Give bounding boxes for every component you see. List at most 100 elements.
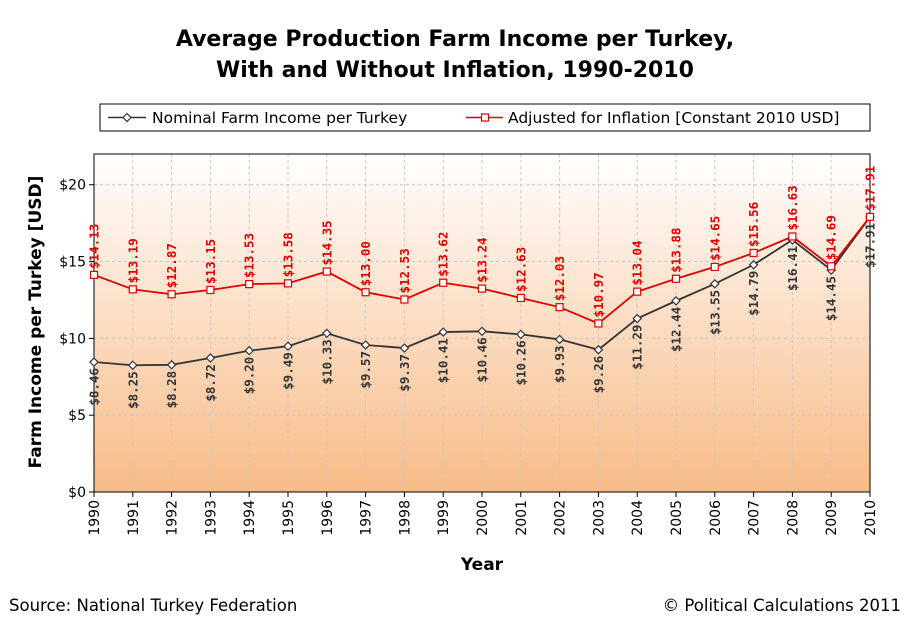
nominal-data-label: $17.91 — [863, 223, 878, 268]
nominal-data-label: $9.49 — [281, 352, 296, 390]
nominal-data-label: $8.72 — [203, 364, 218, 402]
y-tick-label: $10 — [59, 331, 86, 347]
legend-label-nominal: Nominal Farm Income per Turkey — [152, 109, 407, 127]
adjusted-data-label: $13.00 — [358, 241, 373, 286]
nominal-data-label: $8.46 — [87, 368, 102, 406]
nominal-data-label: $9.93 — [552, 345, 567, 383]
adjusted-data-label: $10.97 — [591, 272, 606, 317]
nominal-marker — [477, 326, 487, 337]
nominal-data-label: $10.33 — [319, 339, 334, 384]
square-marker-icon — [480, 113, 490, 122]
adjusted-marker — [865, 212, 875, 221]
x-axis-title: Year — [460, 555, 504, 575]
chart-title-line-2: With and Without Inflation, 1990-2010 — [216, 58, 694, 83]
adjusted-marker — [594, 319, 603, 328]
x-tick-label: 2004 — [630, 500, 646, 536]
adjusted-marker — [516, 293, 525, 303]
x-tick-label: 2001 — [514, 500, 530, 536]
nominal-data-label: $9.37 — [397, 354, 412, 392]
adjusted-marker — [128, 285, 137, 294]
x-tick-label: 1990 — [87, 500, 103, 536]
nominal-data-label: $11.29 — [630, 325, 645, 370]
adjusted-marker — [439, 278, 448, 287]
adjusted-data-label: $13.04 — [630, 241, 645, 286]
legend-item-nominal: Nominal Farm Income per Turkey — [108, 109, 407, 127]
data-labels: $8.46 $8.25 $8.28 $8.72 $9.20 $9.49 $10.33 $9.5… — [87, 166, 878, 409]
x-tick-label: 2008 — [785, 500, 801, 536]
x-tick-label: 1995 — [281, 500, 297, 536]
diamond-marker-icon — [122, 112, 132, 123]
x-tick-label: 1998 — [397, 500, 413, 536]
adjusted-data-label: $16.63 — [785, 185, 800, 230]
x-tick-label: 1994 — [242, 500, 258, 536]
nominal-data-label: $14.79 — [746, 271, 761, 316]
adjusted-marker — [749, 248, 758, 258]
x-tick-label: 2007 — [747, 500, 763, 536]
x-tick-label: 2006 — [708, 500, 724, 536]
adjusted-marker — [89, 270, 99, 280]
adjusted-data-label: $17.91 — [863, 166, 878, 211]
nominal-data-label: $10.46 — [475, 337, 490, 382]
nominal-marker — [205, 353, 216, 363]
nominal-data-label: $9.26 — [591, 356, 606, 394]
adjusted-data-label: $13.88 — [669, 228, 684, 273]
adjusted-marker — [206, 285, 215, 295]
nominal-marker — [166, 359, 177, 370]
copyright-note: © Political Calculations 2011 — [663, 596, 901, 615]
adjusted-marker — [361, 288, 370, 297]
nominal-marker — [632, 313, 643, 324]
chart-title-line-1: Average Production Farm Income per Turke… — [176, 27, 734, 52]
nominal-data-label: $13.55 — [707, 290, 722, 335]
adjusted-data-label: $13.58 — [281, 232, 296, 277]
nominal-marker — [748, 259, 759, 270]
nominal-marker — [127, 360, 138, 371]
x-tick-label: 2010 — [863, 500, 879, 536]
y-axis-ticks: $0 $5 $10 $15 $20 — [59, 178, 94, 501]
x-tick-label: 2000 — [475, 500, 491, 536]
y-tick-label: $5 — [68, 408, 86, 424]
adjusted-data-label: $14.35 — [319, 220, 334, 265]
source-note: Source: National Turkey Federation — [9, 596, 297, 615]
nominal-marker — [89, 357, 99, 367]
nominal-marker — [321, 328, 332, 339]
adjusted-marker — [710, 262, 719, 272]
nominal-marker — [360, 340, 371, 350]
nominal-data-label: $9.57 — [358, 351, 373, 389]
x-tick-label: 2009 — [824, 500, 840, 536]
adjusted-data-label: $13.62 — [436, 232, 451, 277]
x-tick-label: 1997 — [359, 500, 375, 536]
series-markers — [89, 211, 875, 371]
nominal-marker — [515, 329, 526, 340]
nominal-data-label: $10.26 — [513, 340, 528, 385]
x-tick-label: 1996 — [320, 500, 336, 536]
nominal-marker — [399, 343, 410, 353]
gridlines — [94, 154, 870, 492]
nominal-data-label: $16.41 — [785, 246, 800, 291]
legend-item-adjusted: Adjusted for Inflation [Constant 2010 US… — [466, 109, 839, 127]
nominal-marker — [593, 344, 604, 355]
nominal-marker — [283, 341, 293, 352]
x-tick-label: 1993 — [203, 500, 219, 536]
adjusted-marker — [555, 303, 564, 312]
adjusted-data-label: $12.03 — [552, 256, 567, 301]
y-tick-label: $20 — [59, 178, 86, 194]
adjusted-marker — [788, 232, 797, 241]
x-tick-label: 2003 — [591, 500, 607, 536]
nominal-marker — [244, 345, 255, 356]
y-tick-label: $15 — [59, 255, 86, 271]
adjusted-data-label: $12.53 — [397, 248, 412, 293]
nominal-data-label: $8.25 — [125, 371, 140, 409]
adjusted-data-label: $12.87 — [164, 243, 179, 288]
nominal-data-label: $9.20 — [242, 357, 257, 395]
adjusted-marker — [671, 274, 681, 283]
adjusted-data-label: $13.15 — [203, 239, 218, 284]
adjusted-data-label: $13.19 — [125, 238, 140, 283]
adjusted-data-label: $14.13 — [87, 224, 102, 269]
adjusted-data-label: $14.65 — [707, 216, 722, 261]
adjusted-marker — [827, 262, 836, 271]
x-tick-label: 1991 — [126, 500, 142, 536]
adjusted-marker — [283, 279, 293, 288]
adjusted-marker — [167, 290, 176, 299]
nominal-data-label: $8.28 — [164, 371, 179, 409]
